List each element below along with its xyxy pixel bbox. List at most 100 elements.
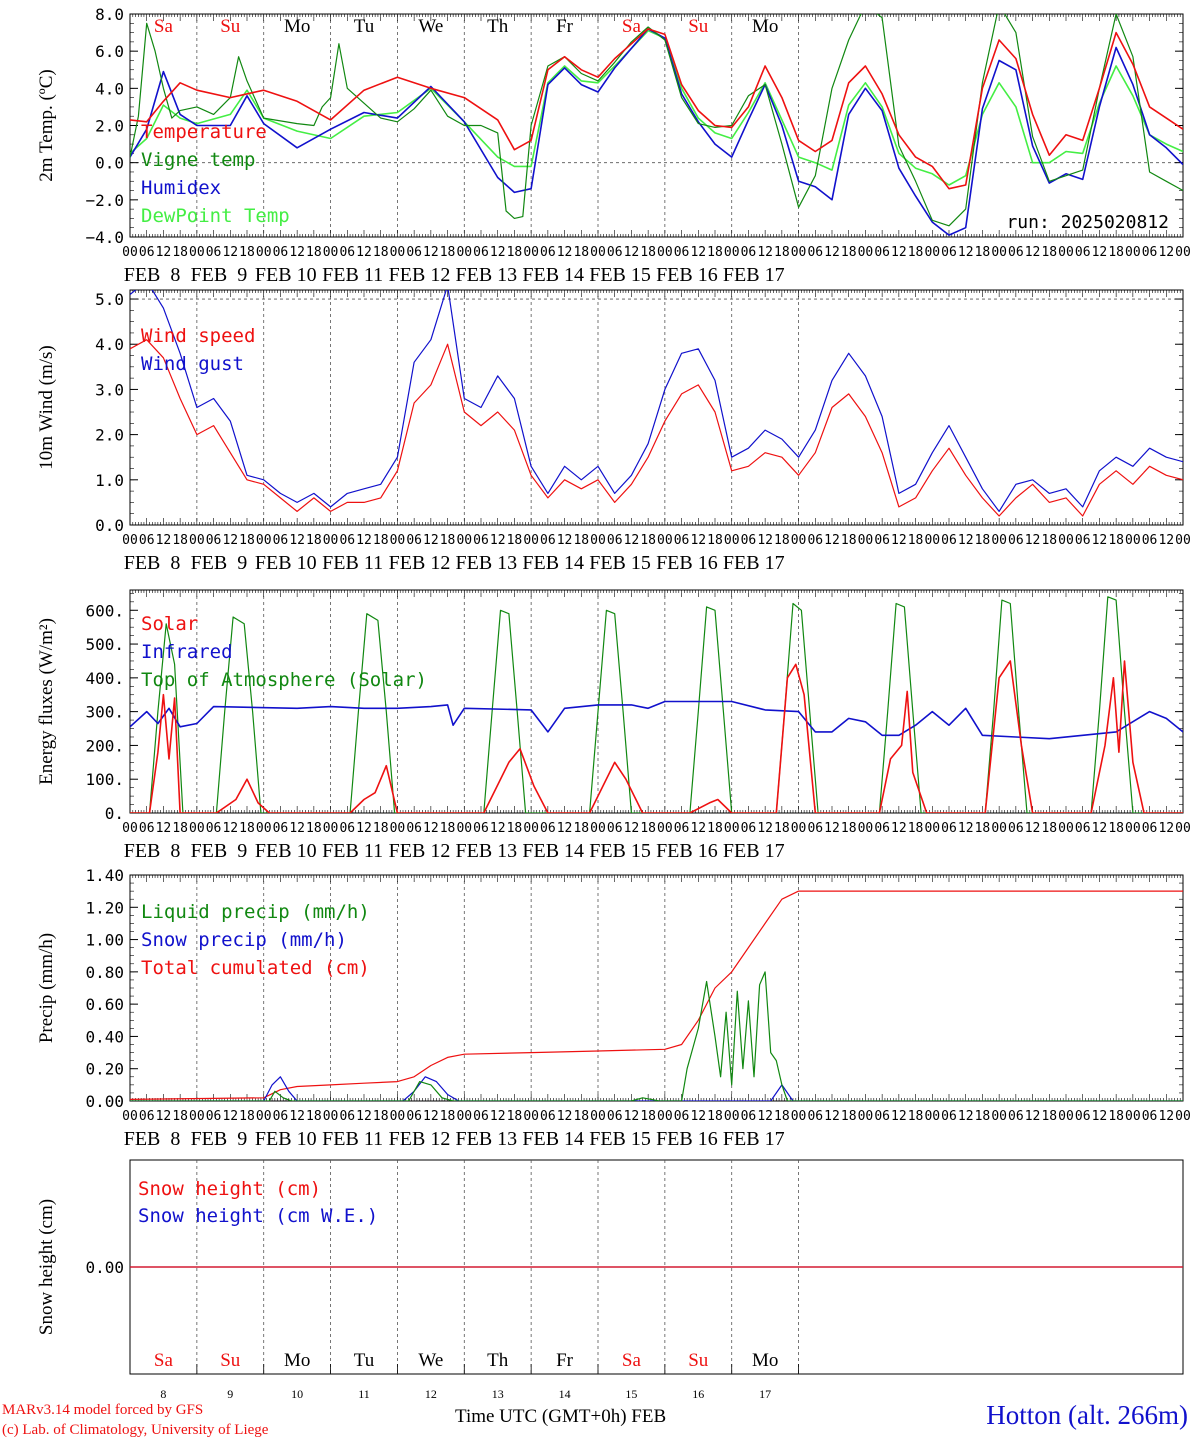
x-hour-label: 12 — [1025, 821, 1041, 836]
x-hour-label: 18 — [573, 533, 589, 548]
x-hour-label: 18 — [640, 245, 656, 260]
y-tick-label: 2.0 — [95, 426, 124, 445]
day-name-label: Tu — [354, 16, 375, 37]
x-hour-label: 12 — [891, 245, 907, 260]
x-date-label: FEB 9 — [191, 552, 248, 574]
day-number-label: 14 — [559, 1387, 571, 1401]
series-line-solar — [130, 660, 1183, 813]
x-hour-label: 06 — [807, 533, 823, 548]
x-date-label: FEB 9 — [191, 264, 248, 286]
y-tick-label: 0.0 — [95, 154, 124, 173]
x-hour-label: 06 — [339, 821, 355, 836]
x-hour-label: 00 — [724, 245, 740, 260]
x-date-label: FEB 16 — [656, 1128, 718, 1150]
x-hour-label: 06 — [741, 533, 757, 548]
x-hour-label: 18 — [707, 821, 723, 836]
x-date-label: FEB 8 — [124, 264, 181, 286]
panel-frame — [129, 13, 1184, 238]
x-hour-label: 12 — [624, 245, 640, 260]
x-hour-label: 00 — [1175, 245, 1191, 260]
credit-line-lab: (c) Lab. of Climatology, University of L… — [2, 1422, 269, 1438]
x-hour-label: 06 — [1008, 1109, 1024, 1124]
x-date-label: FEB 12 — [389, 552, 451, 574]
series-group — [130, 14, 1183, 236]
x-hour-label: 00 — [523, 1109, 539, 1124]
x-date-label: FEB 13 — [456, 840, 518, 862]
x-hour-label: 06 — [874, 1109, 890, 1124]
x-hour-label: 18 — [908, 533, 924, 548]
x-hour-label: 12 — [557, 821, 573, 836]
y-tick-label: 5.0 — [95, 290, 124, 309]
x-date-label: FEB 17 — [723, 840, 785, 862]
legend-entry: Snow precip (mm/h) — [141, 929, 347, 951]
x-hour-label: 00 — [122, 821, 138, 836]
legend-entry: Liquid precip (mm/h) — [141, 901, 370, 923]
x-hour-label: 00 — [1125, 821, 1141, 836]
x-hour-label: 18 — [373, 245, 389, 260]
day-number-label: 15 — [625, 1387, 637, 1401]
x-hour-label: 06 — [807, 821, 823, 836]
x-hour-label: 00 — [1175, 533, 1191, 548]
legend-entry: Total cumulated (cm) — [141, 957, 370, 979]
x-hour-label: 12 — [222, 245, 238, 260]
x-axis-title: Time UTC (GMT+0h) FEB — [455, 1406, 666, 1428]
x-date-label: FEB 14 — [522, 1128, 584, 1150]
x-hour-label: 12 — [757, 533, 773, 548]
panel-temp: 8.06.04.02.00.0−2.0−4.02m Temp. (ºC)00 06… — [36, 5, 1191, 286]
x-hour-label: 00 — [1058, 1109, 1074, 1124]
x-date-label: FEB 15 — [589, 264, 651, 286]
y-tick-label: 400. — [85, 669, 124, 688]
x-hour-label: 18 — [774, 1109, 790, 1124]
x-date-label: FEB 12 — [389, 840, 451, 862]
x-hour-label: 06 — [1075, 245, 1091, 260]
x-hour-label: 00 — [924, 1109, 940, 1124]
x-hour-label: 18 — [1041, 245, 1057, 260]
day-name-label: Th — [487, 16, 509, 37]
x-hour-label: 12 — [824, 245, 840, 260]
x-hour-label: 06 — [139, 1109, 155, 1124]
x-hour-label: 12 — [958, 1109, 974, 1124]
x-hour-label: 18 — [707, 533, 723, 548]
x-hour-label: 18 — [640, 533, 656, 548]
x-hour-label: 18 — [573, 245, 589, 260]
x-hour-label: 00 — [991, 533, 1007, 548]
series-line-wind-gust — [130, 290, 1183, 512]
x-hour-label: 18 — [841, 821, 857, 836]
x-hour-label: 18 — [707, 1109, 723, 1124]
x-hour-label: 12 — [1158, 1109, 1174, 1124]
x-hour-label: 12 — [356, 1109, 372, 1124]
x-hour-label: 12 — [222, 533, 238, 548]
y-axis-label: 2m Temp. (ºC) — [36, 69, 57, 181]
x-hour-label: 06 — [540, 245, 556, 260]
x-hour-label: 06 — [339, 245, 355, 260]
series-line-top-of-atmosphere-solar- — [130, 596, 1183, 813]
x-date-label: FEB 15 — [589, 552, 651, 574]
series-group — [130, 596, 1183, 813]
x-hour-label: 12 — [490, 533, 506, 548]
x-date-label: FEB 10 — [255, 1128, 317, 1150]
x-hour-label: 12 — [958, 533, 974, 548]
x-hour-label: 12 — [423, 245, 439, 260]
x-hour-label: 18 — [975, 245, 991, 260]
x-hour-label: 00 — [523, 245, 539, 260]
x-hour-label: 06 — [1142, 1109, 1158, 1124]
legend-entry: Wind gust — [141, 353, 244, 375]
x-date-label: FEB 17 — [723, 552, 785, 574]
series-line-dewpoint-temp — [130, 29, 1183, 186]
x-hour-label: 18 — [239, 821, 255, 836]
x-date-label: FEB 10 — [255, 552, 317, 574]
x-hour-label: 12 — [423, 821, 439, 836]
x-hour-label: 00 — [323, 533, 339, 548]
x-hour-label: 00 — [791, 821, 807, 836]
day-number-label: 17 — [759, 1387, 771, 1401]
x-hour-label: 00 — [1058, 245, 1074, 260]
x-hour-label: 12 — [222, 821, 238, 836]
x-hour-label: 06 — [1075, 821, 1091, 836]
x-hour-label: 12 — [1092, 245, 1108, 260]
x-axis-label: Time UTC (GMT+0h) — [455, 1406, 627, 1427]
x-hour-label: 12 — [1092, 1109, 1108, 1124]
x-hour-label: 18 — [975, 821, 991, 836]
day-name-label: Su — [220, 1350, 241, 1371]
legend-entry: Wind speed — [141, 325, 255, 347]
x-hour-label: 12 — [1025, 533, 1041, 548]
